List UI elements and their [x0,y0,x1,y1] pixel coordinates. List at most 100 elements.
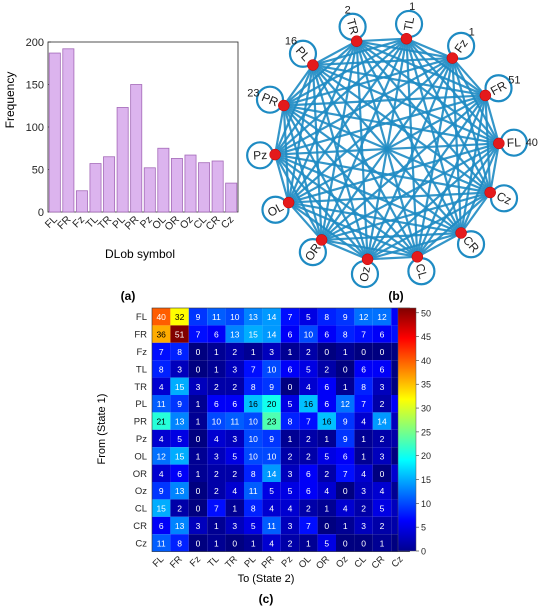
network-edge [356,40,453,60]
heatmap-cell [225,534,244,552]
heatmap-cell [262,447,281,465]
network-self-loop [298,238,327,267]
heatmap-cell [280,516,300,535]
heatmap-cell-value: 6 [306,486,311,496]
heatmap-cell [152,412,171,430]
heatmap-cell [207,447,226,465]
network-self-loop [288,39,318,68]
heatmap-cell-value: 3 [380,382,385,392]
heatmap-cell-value: 7 [251,364,256,374]
heatmap-cell-value: 2 [306,504,311,514]
heatmap-cell-value: 0 [361,538,366,548]
heatmap-xtick-label: Fz [188,554,203,569]
heatmap-cell [207,482,226,500]
heatmap-cell [354,534,373,552]
heatmap-cell [207,325,226,343]
heatmap-cell-value: 1 [214,364,219,374]
heatmap-xtick-label: CR [370,554,388,572]
heatmap-cell-value: 1 [343,521,348,531]
heatmap-ytick-label: CL [135,504,147,515]
heatmap-cell [188,482,208,500]
heatmap-cell [354,395,373,413]
network-edge [320,40,358,241]
heatmap-cell [152,482,171,500]
network-node-label: OL [265,200,286,220]
heatmap-cell [280,482,300,500]
heatmap-cell [225,429,244,448]
network-edge [282,104,369,260]
heatmap-cell-value: 0 [288,382,293,392]
heatmap-cell-value: 7 [361,330,366,340]
heatmap-cell-value: 0 [196,504,201,514]
heatmap-cell-value: 3 [380,451,385,461]
heatmap-cell-value: 7 [343,469,348,479]
heatmap-cell-value: 15 [248,330,258,340]
heatmap-cell [317,499,336,517]
heatmap-cell-value: 7 [306,521,311,531]
network-edge [489,143,500,193]
heatmap-cell-value: 11 [249,486,258,496]
network-edge [274,153,491,194]
heatmap-cell-value: 7 [288,312,293,322]
heatmap-cell-value: 11 [212,312,221,322]
heatmap-cell-value: 6 [288,364,293,374]
heatmap-cell [225,447,244,465]
heatmap-xtick-label: PL [242,554,258,570]
colorbar: 0 5 10 15 20 25 30 35 40 45 50 [397,307,431,557]
heatmap-cell-value: 0 [196,364,201,374]
heatmap-cell-value: 7 [196,330,201,340]
heatmap-cell-value: 2 [306,347,311,357]
heatmap-cell [317,464,336,482]
bar-ytick-label: 150 [26,80,44,92]
heatmap-cell [244,534,263,552]
heatmap-cell-value: 3 [232,521,237,531]
network-edge [356,37,407,43]
bar-OL [157,147,170,213]
heatmap-cell-value: 1 [214,347,219,357]
heatmap-cell-value: 13 [248,312,258,322]
heatmap-cell [188,395,208,413]
heatmap-cell [152,325,171,343]
heatmap-cell [262,342,281,361]
heatmap-cell-value: 10 [248,434,258,444]
network-node-Oz [361,253,374,266]
panel-label-c: (c) [259,592,274,606]
heatmap-cell [280,412,300,430]
bar-OR [170,158,183,213]
heatmap-cell [354,499,373,517]
heatmap-cell-value: 13 [175,486,185,496]
heatmap-cell-value: 20 [267,399,277,409]
heatmap-cell-value: 2 [361,504,366,514]
heatmap-cell-value: 0 [196,347,201,357]
heatmap-cell [280,308,300,326]
heatmap-cell [354,412,373,430]
bar-Cz [225,182,238,213]
heatmap-cell [262,534,281,552]
heatmap-ylabel: From (State 1) [96,394,108,465]
heatmap-cell-value: 2 [380,399,385,409]
bar-Pz [143,167,156,213]
heatmap-ytick-label: PL [135,399,147,410]
colorbar-tick-label: 50 [421,308,431,318]
network-edge [321,238,368,261]
network-edge [287,64,314,203]
heatmap-cell-value: 4 [343,504,348,514]
heatmap-cell [372,377,392,395]
heatmap-cell [336,308,355,326]
network-edge [283,94,486,107]
heatmap-cell-value: 0 [324,347,329,357]
network-node-CL [411,251,424,263]
heatmap-cell [188,499,208,517]
network-self-loop-weight: 1 [469,26,475,38]
heatmap-cell [244,412,263,430]
heatmap-cell [317,377,336,395]
heatmap-cell [372,499,392,517]
bar-chart: Frequency DLob symbol 050100150200FLFRFz… [3,37,239,261]
heatmap-cell-value: 3 [196,382,201,392]
heatmap-cell-value: 3 [214,451,219,461]
network-node-PR [278,99,290,112]
heatmap-cell-value: 9 [343,312,348,322]
heatmap-cell-value: 3 [288,469,293,479]
network-edge [484,95,500,144]
